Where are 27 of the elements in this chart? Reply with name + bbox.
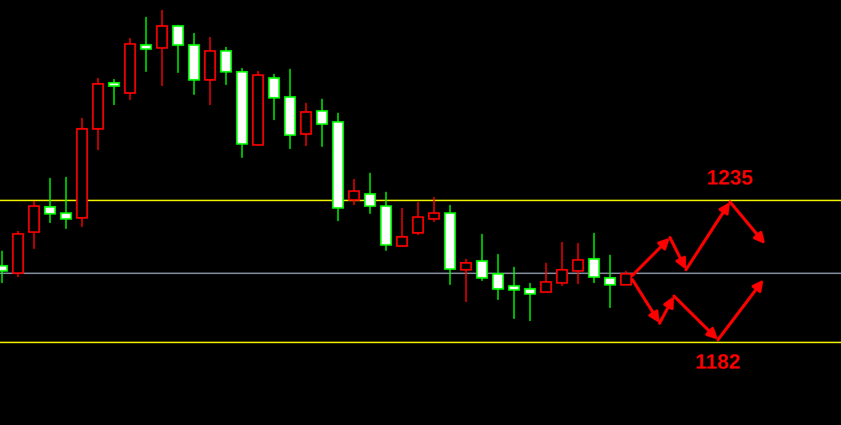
candlestick (220, 46, 232, 86)
candlestick (396, 207, 408, 247)
candlestick (300, 102, 312, 147)
candlestick (44, 177, 56, 224)
candlestick (588, 232, 600, 284)
candlestick (556, 241, 568, 287)
candlestick (524, 282, 536, 322)
candlestick (316, 98, 328, 148)
ref-line-label: 1182 (696, 354, 740, 369)
candlestick (140, 16, 152, 73)
candlestick (604, 254, 616, 309)
candlestick (476, 233, 488, 282)
candlestick (540, 262, 552, 293)
candlestick (364, 172, 376, 215)
candlestick (156, 9, 168, 87)
candlestick (492, 253, 504, 301)
candlestick (268, 73, 280, 121)
candlestick (172, 24, 184, 74)
candlestick (412, 201, 424, 236)
candlestick (60, 176, 72, 230)
candlestick (428, 196, 440, 223)
candlestick (348, 178, 360, 206)
candlestick (572, 242, 584, 285)
ref-line-label: 1235 (708, 170, 753, 185)
candlestick (508, 266, 520, 320)
candlestick (460, 258, 472, 303)
candlestick (108, 78, 120, 106)
